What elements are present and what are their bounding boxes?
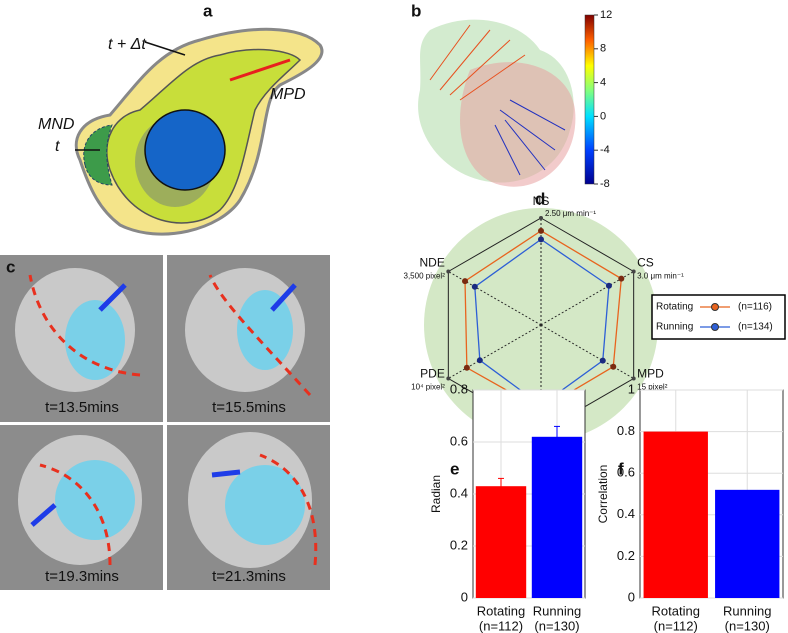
radar-point bbox=[462, 278, 469, 285]
radar-vertex bbox=[631, 269, 636, 274]
legend-marker bbox=[711, 303, 719, 311]
radar-point bbox=[618, 275, 625, 282]
radar-axis-max: 15 pixel² bbox=[637, 383, 668, 392]
colorbar-tick-label: -8 bbox=[600, 178, 610, 190]
y-tick-label: 0 bbox=[461, 589, 468, 604]
radar-axis-name: CS bbox=[637, 256, 654, 270]
radar-vertex bbox=[446, 269, 451, 274]
radar-axis-max: 3.0 μm min⁻¹ bbox=[637, 272, 684, 281]
radar-point bbox=[599, 357, 606, 364]
radar-point bbox=[538, 236, 544, 243]
radar-point bbox=[471, 283, 478, 290]
radar-axis-name: MPD bbox=[637, 367, 664, 381]
image-grid bbox=[0, 255, 330, 590]
annotation: t bbox=[55, 138, 60, 155]
colorbar-tick-label: 4 bbox=[600, 77, 606, 89]
y-tick-label: 0 bbox=[628, 589, 635, 604]
y-tick-label: 0.4 bbox=[617, 506, 635, 521]
legend-marker bbox=[711, 323, 719, 331]
x-tick-sublabel: (n=112) bbox=[479, 618, 523, 633]
x-tick-label: Rotating bbox=[652, 603, 700, 618]
legend-label: Running bbox=[656, 322, 693, 333]
annotation: t + Δt bbox=[108, 36, 146, 53]
time-label: t=13.5mins bbox=[45, 399, 119, 416]
cell-illustration bbox=[74, 27, 324, 236]
annotation: MND bbox=[38, 116, 75, 133]
y-tick-label: 0.6 bbox=[617, 465, 635, 480]
panel-label: d bbox=[535, 189, 545, 208]
annotation: MPD bbox=[270, 86, 306, 103]
bar bbox=[531, 436, 583, 598]
legend-label: Rotating bbox=[656, 302, 693, 313]
radar-axis bbox=[448, 324, 542, 379]
legend-box bbox=[651, 294, 786, 340]
y-axis-label: Correlation bbox=[596, 465, 610, 524]
legend-n: (n=116) bbox=[738, 302, 772, 313]
y-tick-label: 0.2 bbox=[617, 548, 635, 563]
radar-axis bbox=[540, 271, 634, 326]
bar bbox=[475, 486, 527, 598]
panel-label: c bbox=[6, 257, 15, 276]
radar-vertex bbox=[539, 216, 543, 220]
radar-vertex bbox=[631, 376, 636, 381]
x-tick-sublabel: (n=112) bbox=[654, 618, 698, 633]
x-tick-label: Running bbox=[723, 603, 771, 618]
y-axis-label: Radian bbox=[429, 475, 443, 513]
radar-axis-name: PDE bbox=[420, 367, 445, 381]
y-tick-label: 0.6 bbox=[450, 433, 468, 448]
x-tick-sublabel: (n=130) bbox=[534, 618, 579, 633]
y-tick-label: 0.2 bbox=[450, 537, 468, 552]
y-tick-label: 0.4 bbox=[450, 485, 468, 500]
radar-axis-name: NS bbox=[533, 194, 550, 208]
x-tick-sublabel: (n=130) bbox=[725, 618, 770, 633]
y-tick-label: 0.8 bbox=[450, 381, 468, 396]
radar-axis-max: 3,500 pixel² bbox=[404, 272, 446, 281]
radar-point bbox=[605, 282, 612, 289]
radar-vertex bbox=[446, 376, 451, 381]
x-tick-label: Rotating bbox=[477, 603, 525, 618]
colorbar-tick-label: 12 bbox=[600, 9, 612, 21]
radar-axis-name: NDE bbox=[420, 256, 445, 270]
panel-label: b bbox=[411, 1, 421, 20]
bar bbox=[715, 489, 780, 598]
bar bbox=[643, 431, 708, 598]
radar-axis-max: 10⁴ pixel² bbox=[411, 383, 445, 392]
time-label: t=15.5mins bbox=[212, 399, 286, 416]
x-tick-label: Running bbox=[533, 603, 581, 618]
panel-label: e bbox=[450, 459, 459, 478]
panel-label: f bbox=[618, 459, 624, 478]
vector-field bbox=[418, 19, 576, 187]
colorbar bbox=[584, 14, 595, 185]
radar-axis-max: 2.50 μm min⁻¹ bbox=[545, 209, 596, 218]
y-tick-label: 1 bbox=[628, 381, 635, 396]
radar-point bbox=[463, 364, 470, 371]
radar-axis bbox=[540, 324, 634, 379]
radar-point bbox=[610, 363, 617, 370]
radar-point bbox=[538, 227, 544, 234]
colorbar-tick-label: -4 bbox=[600, 144, 610, 156]
radar-point bbox=[476, 357, 483, 364]
colorbar-tick-label: 0 bbox=[600, 110, 606, 122]
time-label: t=19.3mins bbox=[45, 568, 119, 585]
colorbar-tick-label: 8 bbox=[600, 43, 606, 55]
time-label: t=21.3mins bbox=[212, 568, 286, 585]
legend-n: (n=134) bbox=[738, 322, 773, 333]
y-tick-label: 0.8 bbox=[617, 423, 635, 438]
panel-label: a bbox=[203, 1, 213, 20]
